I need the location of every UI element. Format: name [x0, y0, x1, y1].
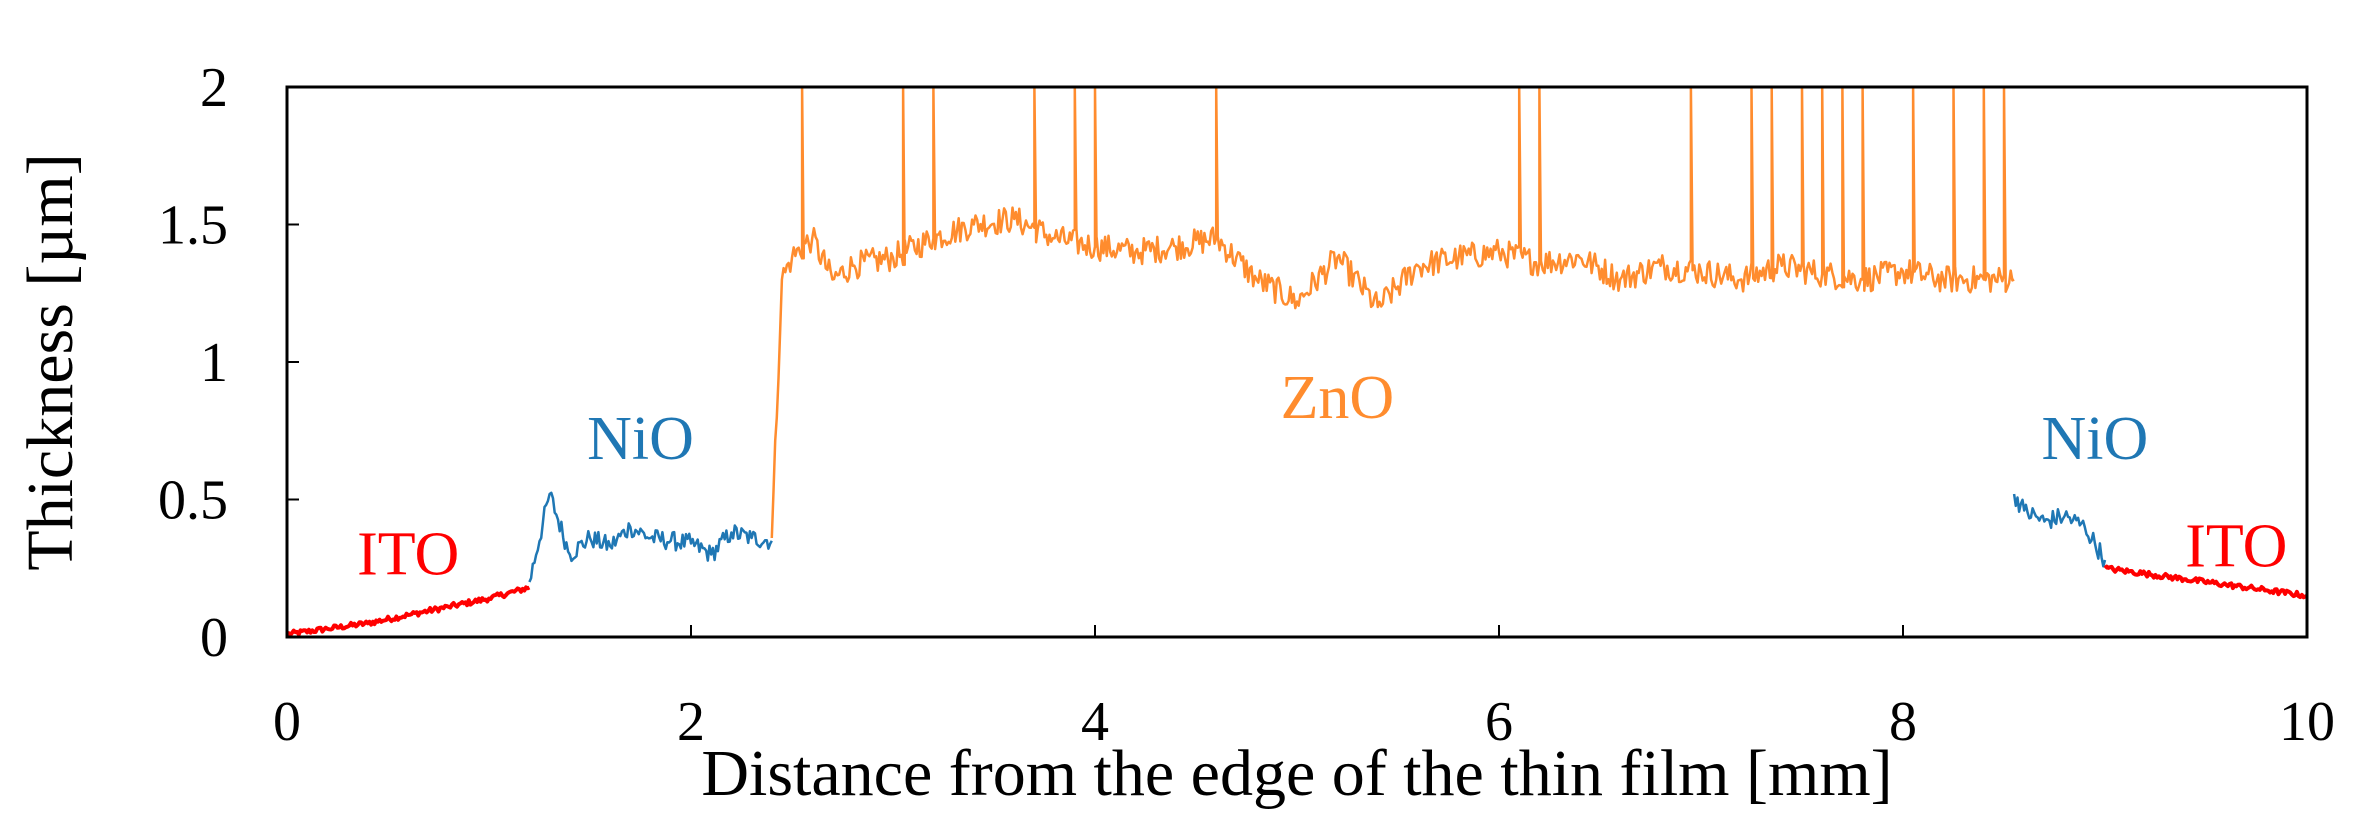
- series-line-ito-0: [285, 585, 531, 637]
- y-tick-label: 2: [200, 57, 228, 119]
- region-label-ito: ITO: [2185, 512, 2287, 580]
- series-line-ito-4: [2103, 564, 2308, 600]
- y-tick-label: 0: [200, 607, 228, 669]
- region-label-ito: ITO: [357, 521, 459, 589]
- series-layer: [285, 85, 2308, 637]
- y-ticks: 0 0.5 1 1.5 2: [158, 57, 299, 669]
- y-tick-label: 0.5: [158, 470, 228, 532]
- x-tick-label: 0: [273, 691, 301, 753]
- x-tick-label: 8: [1889, 691, 1917, 753]
- y-axis-title: Thickness [µm]: [14, 153, 87, 570]
- series-line-nio-3: [2012, 493, 2107, 568]
- x-tick-label: 2: [677, 691, 705, 753]
- x-axis-title: Distance from the edge of the thin film …: [701, 737, 1892, 810]
- x-tick-label: 6: [1485, 691, 1513, 753]
- x-tick-label: 4: [1081, 691, 1109, 753]
- region-label-zno: ZnO: [1281, 364, 1395, 432]
- region-label-nio: NiO: [2042, 405, 2149, 473]
- y-tick-label: 1.5: [158, 195, 228, 257]
- y-tick-label: 1: [200, 332, 228, 394]
- x-ticks: 0 2 4 6 8 10: [273, 625, 2335, 753]
- region-label-nio: NiO: [587, 405, 694, 473]
- series-line-nio-1: [528, 491, 773, 583]
- x-tick-label: 10: [2279, 691, 2335, 753]
- region-labels: ITO NiO ZnO NiO ITO: [357, 364, 2287, 589]
- series-line-zno-2: [770, 85, 2015, 539]
